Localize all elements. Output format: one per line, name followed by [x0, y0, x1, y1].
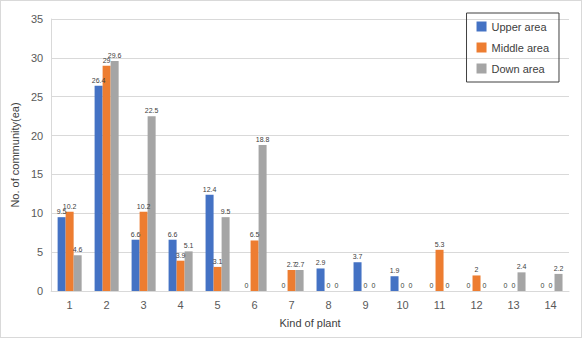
svg-text:6.6: 6.6: [168, 231, 178, 238]
svg-text:0: 0: [327, 282, 331, 289]
svg-text:14: 14: [544, 299, 556, 311]
svg-text:4.6: 4.6: [73, 246, 83, 253]
svg-text:4: 4: [178, 299, 184, 311]
svg-text:8: 8: [326, 299, 332, 311]
svg-text:7: 7: [289, 299, 295, 311]
svg-text:0: 0: [282, 282, 286, 289]
svg-text:2.7: 2.7: [295, 261, 305, 268]
svg-text:6.5: 6.5: [250, 231, 260, 238]
svg-text:0: 0: [483, 282, 487, 289]
svg-text:2.9: 2.9: [316, 259, 326, 266]
svg-text:5: 5: [37, 246, 43, 258]
svg-text:0: 0: [409, 282, 413, 289]
svg-text:No. of community(ea): No. of community(ea): [9, 102, 21, 207]
svg-text:0: 0: [504, 282, 508, 289]
svg-text:12: 12: [470, 299, 482, 311]
svg-text:11: 11: [434, 299, 445, 311]
svg-text:6.6: 6.6: [131, 231, 141, 238]
svg-text:26.4: 26.4: [92, 77, 106, 84]
svg-text:10: 10: [396, 299, 408, 311]
svg-text:25: 25: [31, 91, 43, 103]
svg-text:10.2: 10.2: [137, 203, 151, 210]
svg-text:0: 0: [549, 282, 553, 289]
svg-text:5: 5: [215, 299, 221, 311]
svg-text:15: 15: [31, 168, 43, 180]
svg-text:Kind of plant: Kind of plant: [279, 317, 340, 329]
svg-text:0: 0: [446, 282, 450, 289]
svg-text:0: 0: [364, 282, 368, 289]
svg-text:3.7: 3.7: [353, 253, 363, 260]
svg-text:18.8: 18.8: [256, 136, 270, 143]
svg-text:10.2: 10.2: [63, 203, 77, 210]
svg-text:0: 0: [467, 282, 471, 289]
svg-text:0: 0: [245, 282, 249, 289]
svg-text:0: 0: [37, 285, 43, 297]
svg-text:6: 6: [252, 299, 258, 311]
svg-text:9: 9: [362, 299, 368, 311]
svg-text:22.5: 22.5: [145, 107, 159, 114]
svg-text:29.6: 29.6: [108, 52, 122, 59]
svg-text:5.1: 5.1: [184, 242, 194, 249]
svg-text:1.9: 1.9: [390, 267, 400, 274]
svg-text:0: 0: [372, 282, 376, 289]
svg-text:10: 10: [31, 207, 43, 219]
svg-text:35: 35: [31, 13, 43, 25]
svg-text:2.4: 2.4: [517, 263, 527, 270]
svg-text:2.7: 2.7: [286, 261, 297, 268]
svg-text:9.5: 9.5: [221, 208, 231, 215]
svg-text:2: 2: [104, 299, 110, 311]
svg-text:0: 0: [430, 282, 434, 289]
svg-text:30: 30: [31, 52, 43, 64]
svg-text:29: 29: [102, 56, 111, 64]
svg-text:12.4: 12.4: [203, 186, 217, 193]
svg-text:9.5: 9.5: [56, 208, 67, 216]
svg-text:Middle area: Middle area: [492, 42, 550, 54]
svg-text:5.3: 5.3: [435, 241, 445, 248]
svg-text:Down area: Down area: [492, 63, 546, 75]
svg-text:3.9: 3.9: [176, 252, 186, 259]
svg-text:3: 3: [141, 299, 147, 311]
svg-text:0: 0: [401, 282, 405, 289]
svg-text:0: 0: [512, 282, 516, 289]
svg-text:1: 1: [67, 299, 73, 311]
svg-text:20: 20: [31, 130, 43, 142]
svg-text:0: 0: [335, 282, 339, 289]
svg-text:0: 0: [541, 282, 545, 289]
svg-text:13: 13: [507, 299, 519, 311]
svg-text:2: 2: [475, 266, 479, 273]
svg-text:2.2: 2.2: [554, 265, 564, 272]
svg-text:Upper area: Upper area: [492, 21, 548, 33]
svg-text:3.1: 3.1: [213, 258, 223, 265]
